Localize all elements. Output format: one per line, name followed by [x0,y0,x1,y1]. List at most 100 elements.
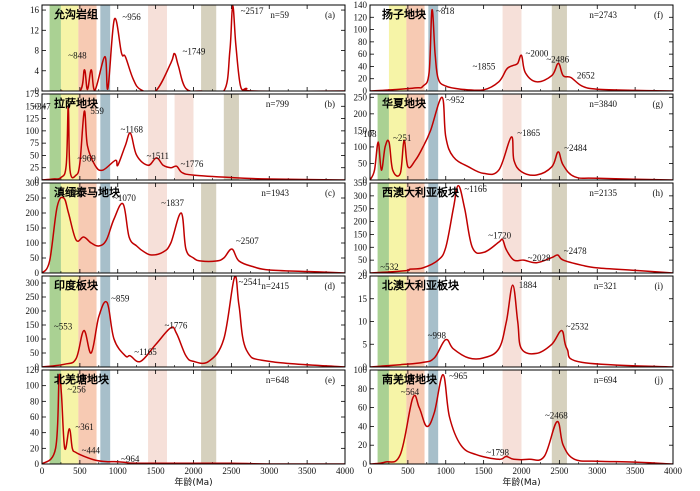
age-band [223,94,239,180]
peak-annotation: ~998 [428,331,447,341]
sample-count: n=2415 [261,281,289,291]
peak-annotation: 559 [90,106,104,116]
y-tick-label: 0 [35,175,40,185]
y-tick-label: 50 [30,253,40,263]
y-tick-label: 300 [354,191,368,201]
peak-annotation: ~444 [82,445,101,455]
y-tick-label: 120 [354,12,368,22]
y-tick-label: 0 [35,268,40,278]
y-tick-label: 50 [358,158,368,168]
x-tick-label: 1500 [475,466,494,476]
peak-annotation: ~1776 [181,159,204,169]
y-tick-label: 80 [30,396,40,406]
panel-title: 北澳大利亚板块 [382,278,460,292]
sample-count: n=1943 [261,188,289,198]
y-tick-label: 50 [358,255,368,265]
panel-frame [41,4,346,92]
panel-title: 西澳大利亚板块 [382,185,460,199]
panel-label: (g) [653,99,664,109]
kde-curve [42,105,345,180]
age-band [502,276,522,367]
age-band [428,276,439,367]
peak-annotation: ~361 [75,422,93,432]
peak-annotation: ~969 [77,153,96,163]
y-tick-label: 5 [363,339,368,349]
y-tick-label: 250 [26,292,40,302]
y-tick-label: 0 [363,268,368,278]
y-tick-label: 20 [30,443,40,453]
age-band [60,370,79,464]
age-band [377,94,389,180]
y-tick-label: 100 [354,242,368,252]
sample-count: n=3840 [589,99,617,109]
panel-a: 0 4 8 12 16 允沟岩组 (a) n=59 ~848 ~956 ~1749 ~2517 [30,4,346,96]
y-tick-label: 175 [26,89,40,99]
age-band [148,183,167,273]
y-tick-label: 10 [358,317,368,327]
y-tick-label: 250 [354,204,368,214]
y-tick-label: 0 [363,86,368,96]
panel-label: (c) [325,188,335,198]
y-tick-label: 100 [26,381,40,391]
y-tick-label: 50 [30,348,40,358]
panel-label: (f) [654,10,663,20]
panel-frame [369,275,674,368]
peak-annotation: ~2028 [528,253,551,263]
peak-annotation: ~1165 [134,347,157,357]
peak-annotation: ~256 [67,385,86,395]
age-band [49,183,61,273]
age-band [377,183,389,273]
panel-title: 北羌塘地块 [54,372,110,386]
y-tick-label: 150 [354,229,368,239]
x-axis-label: 年龄(Ma) [502,476,540,488]
age-band [78,183,97,273]
y-tick-label: 200 [354,109,368,119]
y-tick-label: 40 [358,421,368,431]
peak-annotation: ~964 [121,454,140,464]
y-tick-label: 300 [26,278,40,288]
x-tick-label: 1000 [109,466,128,476]
peak-annotation: ~2517 [241,6,264,16]
y-tick-label: 80 [358,384,368,394]
x-tick-label: 3500 [298,466,317,476]
panel-label: (i) [655,281,664,291]
y-tick-label: 8 [35,46,40,56]
age-band [201,276,217,367]
y-tick-label: 80 [358,37,368,47]
peak-annotation: ~1749 [182,47,205,57]
y-tick-label: 0 [363,175,368,185]
y-tick-label: 0 [35,86,40,96]
age-band [60,276,79,367]
age-band [406,5,425,91]
age-band [406,276,425,367]
y-tick-label: 25 [30,163,40,173]
x-tick-label: 4000 [336,466,355,476]
peak-annotation: ~2468 [545,411,568,421]
peak-annotation: ~2484 [564,143,587,153]
y-tick-label: 60 [30,412,40,422]
peak-annotation: ~1865 [517,128,540,138]
panel-frame [369,4,674,92]
panel-title: 南羌塘地块 [382,372,438,386]
y-tick-label: 16 [30,5,40,15]
y-tick-label: 300 [26,178,40,188]
panel-label: (j) [655,375,664,385]
peak-annotation: ~818 [436,6,455,16]
panel-f: 0 20 40 60 80 100 120 140 扬子地块 (f) n=2743 ~818 ~1855… [354,0,674,96]
kde-curve [42,373,345,464]
age-band [148,276,167,367]
age-band [388,276,407,367]
y-tick-label: 100 [26,126,40,136]
age-band [49,94,61,180]
y-tick-label: 60 [358,49,368,59]
panel-frame [41,93,346,181]
age-band [148,94,167,180]
panel-c: 0 50 100 150 200 250 300 滇缅泰马地块 (c) n=1943 ~287 ~10… [26,178,346,278]
x-tick-label: 2500 [222,466,241,476]
x-tick-label: 2000 [513,466,532,476]
y-tick-label: 125 [26,114,40,124]
panel-label: (a) [325,10,335,20]
age-band [100,370,111,464]
peak-annotation: ~532 [380,262,398,272]
y-tick-label: 250 [354,92,368,102]
